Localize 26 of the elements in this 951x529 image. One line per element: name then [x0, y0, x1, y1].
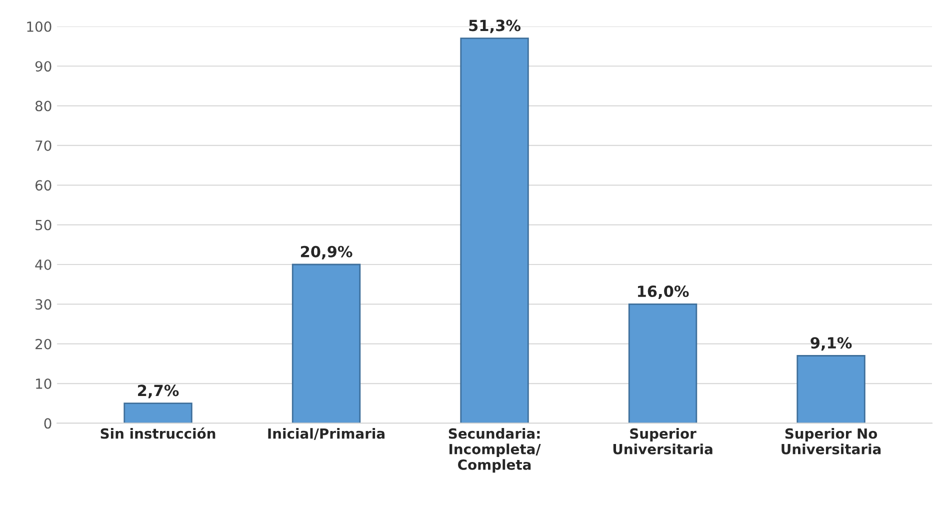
bar: [460, 38, 529, 424]
x-tick-label: Sin instrucción: [100, 428, 216, 439]
annotation: 2,7%: [138, 384, 179, 398]
bar: [292, 264, 361, 424]
x-tick-label: Secundaria: Incompleta/ Completa: [448, 428, 541, 473]
annotation: 20,9%: [300, 246, 352, 260]
y-tick-label: 10: [36, 378, 52, 389]
y-tick-label: 90: [35, 61, 52, 72]
bar: [124, 402, 192, 424]
y-tick-label: 70: [36, 140, 52, 151]
annotation: 16,0%: [638, 285, 689, 299]
y-tick-label: 40: [35, 259, 52, 270]
y-tick-label: 0: [44, 418, 52, 429]
y-tick-label: 30: [36, 299, 52, 310]
x-tick-label: Inicial/Primaria: [268, 428, 384, 440]
y-tick-label: 50: [36, 220, 52, 230]
y-tick-label: 60: [35, 180, 52, 191]
annotation: 51,3%: [469, 20, 521, 34]
y-tick-label: 20: [36, 338, 52, 350]
x-tick-label: Superior Universitaria: [613, 428, 712, 454]
y-tick-label: 100: [27, 21, 52, 32]
bar: [628, 303, 698, 424]
annotation: 9,1%: [810, 337, 852, 351]
y-tick-label: 80: [35, 100, 52, 112]
x-tick-label: Superior No Universitaria: [782, 428, 881, 454]
bar: [796, 355, 866, 424]
